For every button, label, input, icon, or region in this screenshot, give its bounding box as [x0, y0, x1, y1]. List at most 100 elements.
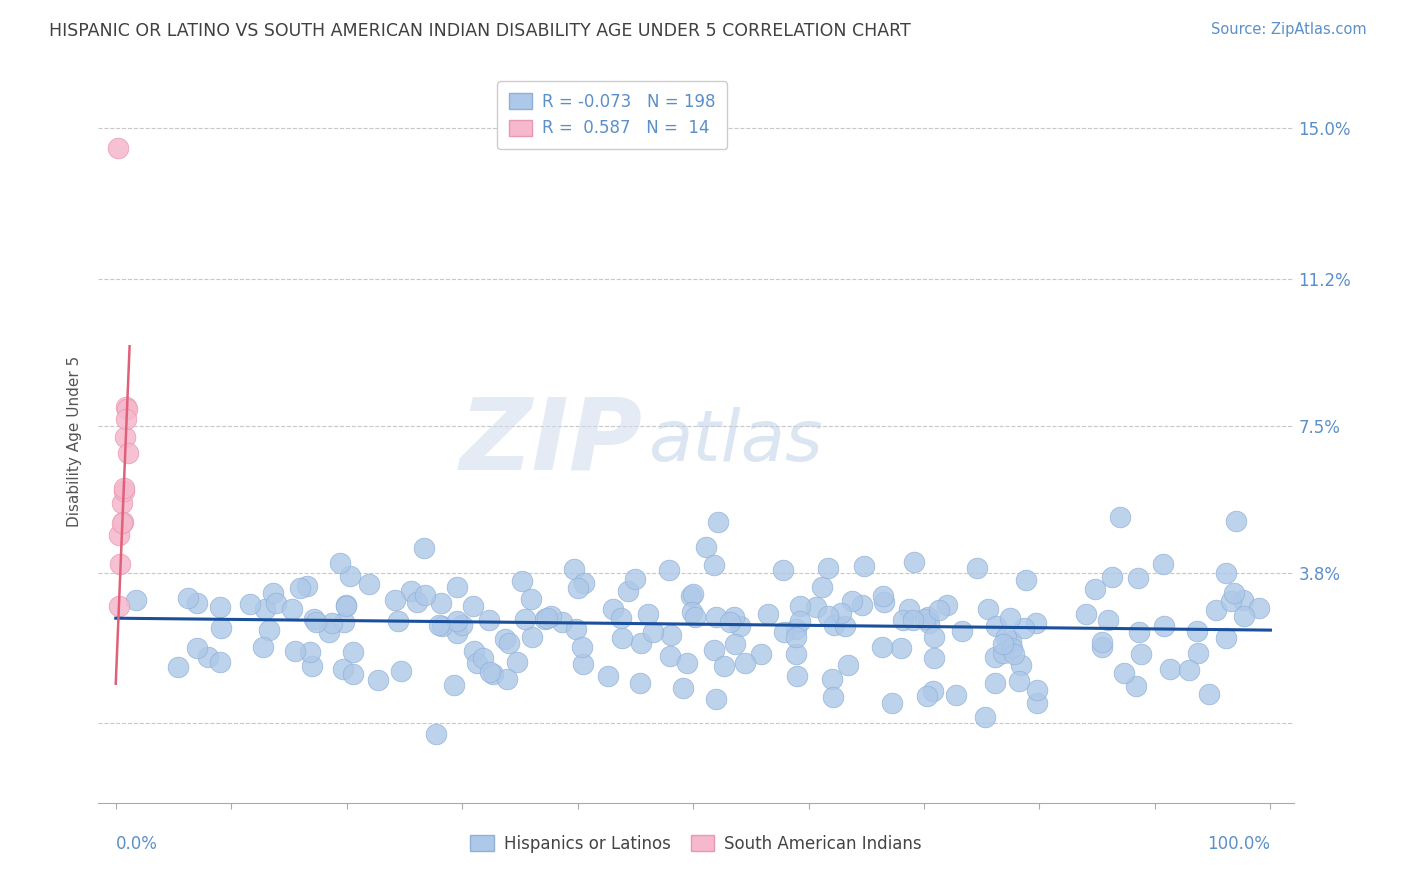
Point — [695, 540, 717, 554]
Point — [450, 618, 472, 632]
Point — [834, 619, 856, 633]
Point — [1129, 647, 1152, 661]
Point — [1187, 624, 1209, 639]
Point — [950, 624, 973, 639]
Point — [301, 659, 323, 673]
Y-axis label: Disability Age Under 5: Disability Age Under 5 — [67, 356, 83, 527]
Point — [494, 632, 516, 647]
Point — [872, 589, 894, 603]
Point — [108, 599, 131, 613]
Point — [713, 659, 735, 673]
Point — [262, 586, 284, 600]
Point — [295, 579, 318, 593]
Point — [1215, 631, 1237, 645]
Point — [110, 495, 132, 509]
Point — [427, 618, 450, 632]
Point — [111, 515, 134, 529]
Point — [443, 678, 465, 692]
Point — [342, 645, 364, 659]
Point — [1177, 663, 1199, 677]
Point — [387, 614, 409, 628]
Point — [659, 649, 682, 664]
Point — [610, 611, 633, 625]
Point — [1114, 665, 1136, 680]
Point — [125, 592, 148, 607]
Point — [1002, 647, 1025, 661]
Point — [281, 602, 304, 616]
Point — [915, 690, 938, 704]
Text: Source: ZipAtlas.com: Source: ZipAtlas.com — [1211, 22, 1367, 37]
Point — [208, 599, 231, 614]
Point — [1128, 624, 1150, 639]
Point — [821, 673, 844, 687]
Point — [367, 673, 389, 687]
Point — [730, 618, 752, 632]
Point — [682, 587, 704, 601]
Point — [630, 635, 652, 649]
Point — [789, 614, 811, 628]
Point — [482, 666, 505, 681]
Point — [882, 696, 904, 710]
Point — [412, 541, 434, 556]
Point — [520, 630, 543, 644]
Point — [984, 618, 1007, 632]
Point — [239, 597, 262, 611]
Point — [917, 610, 939, 624]
Point — [806, 600, 828, 615]
Point — [115, 401, 138, 415]
Point — [177, 591, 200, 606]
Point — [658, 563, 681, 577]
Point — [984, 650, 1007, 665]
Point — [478, 614, 501, 628]
Point — [107, 141, 129, 155]
Point — [1128, 571, 1150, 585]
Point — [284, 644, 307, 658]
Point — [1153, 618, 1175, 632]
Point — [703, 642, 725, 657]
Point — [659, 628, 682, 642]
Point — [1026, 683, 1049, 698]
Point — [384, 593, 406, 607]
Point — [110, 557, 132, 571]
Point — [628, 675, 651, 690]
Point — [318, 624, 340, 639]
Point — [112, 484, 135, 499]
Point — [973, 710, 995, 724]
Point — [718, 615, 741, 630]
Point — [817, 608, 839, 623]
Point — [329, 556, 352, 570]
Point — [596, 669, 619, 683]
Point — [463, 599, 485, 613]
Point — [108, 528, 131, 542]
Point — [837, 658, 859, 673]
Point — [1015, 573, 1038, 587]
Point — [1097, 613, 1119, 627]
Point — [572, 576, 595, 591]
Point — [903, 555, 925, 569]
Point — [1084, 582, 1107, 597]
Point — [610, 631, 633, 645]
Point — [551, 615, 574, 629]
Text: atlas: atlas — [648, 407, 823, 476]
Point — [922, 683, 945, 698]
Point — [1225, 514, 1247, 528]
Point — [1091, 635, 1114, 649]
Point — [991, 646, 1014, 660]
Point — [1010, 658, 1032, 673]
Point — [425, 726, 447, 740]
Point — [785, 630, 807, 644]
Point — [498, 636, 520, 650]
Point — [166, 660, 188, 674]
Point — [302, 612, 325, 626]
Point — [675, 656, 697, 670]
Point — [851, 599, 873, 613]
Point — [823, 617, 845, 632]
Point — [257, 623, 280, 637]
Point — [1249, 600, 1271, 615]
Point — [512, 574, 534, 588]
Point — [1012, 621, 1035, 635]
Point — [1198, 687, 1220, 701]
Point — [734, 656, 756, 670]
Text: 0.0%: 0.0% — [115, 835, 157, 854]
Point — [785, 622, 807, 636]
